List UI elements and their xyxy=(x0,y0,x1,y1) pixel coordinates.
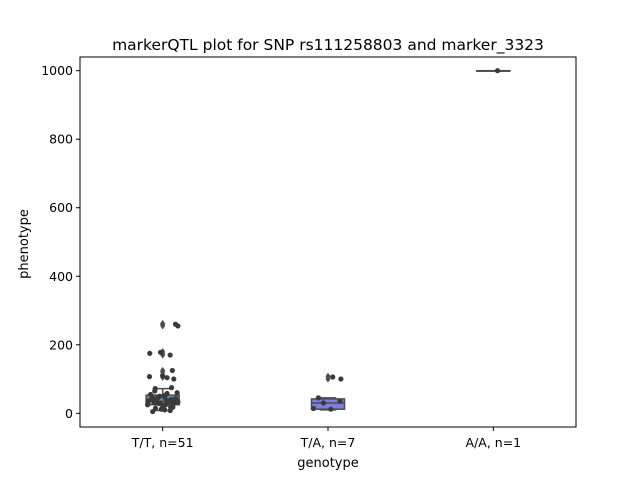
y-tick-label: 800 xyxy=(49,132,73,147)
data-point xyxy=(172,321,179,327)
x-tick-label: T/T, n=51 xyxy=(131,435,194,450)
chart-title: markerQTL plot for SNP rs111258803 and m… xyxy=(112,36,544,55)
data-point xyxy=(330,374,336,380)
x-tick-label: T/A, n=7 xyxy=(300,435,356,450)
data-point xyxy=(157,349,164,355)
data-point xyxy=(320,400,327,406)
y-tick-label: 0 xyxy=(65,406,73,421)
box-group xyxy=(310,372,346,412)
data-point xyxy=(168,396,174,403)
data-point xyxy=(152,405,159,411)
y-axis-title: phenotype xyxy=(17,209,32,279)
data-point xyxy=(157,400,163,406)
data-point xyxy=(168,404,174,410)
data-point xyxy=(147,391,154,398)
data-point xyxy=(164,390,170,397)
data-point xyxy=(157,393,163,399)
data-point xyxy=(169,367,175,374)
data-point xyxy=(152,386,158,392)
x-tick-label: A/A, n=1 xyxy=(466,435,522,450)
data-point xyxy=(147,350,153,356)
x-axis-title: genotype xyxy=(297,456,358,471)
y-tick-label: 600 xyxy=(49,200,73,215)
data-point xyxy=(328,406,334,412)
box-group xyxy=(144,319,181,415)
outlier-marker xyxy=(325,372,331,380)
plot-area xyxy=(144,68,511,415)
data-point xyxy=(494,68,501,74)
data-point xyxy=(164,375,170,381)
data-point xyxy=(310,405,317,412)
data-point xyxy=(173,395,179,402)
data-point xyxy=(171,376,177,382)
data-point xyxy=(168,385,175,391)
data-point xyxy=(167,352,173,358)
y-tick-label: 200 xyxy=(49,337,73,352)
y-tick-label: 400 xyxy=(49,269,73,284)
box xyxy=(310,398,346,410)
box-group xyxy=(476,68,511,74)
data-point xyxy=(338,376,344,382)
data-point xyxy=(337,398,343,404)
x-axis: T/T, n=51 T/A, n=7 A/A, n=1 xyxy=(131,427,521,450)
outlier-marker xyxy=(160,319,166,328)
data-point xyxy=(160,373,166,379)
data-point xyxy=(150,408,156,415)
outlier-marker xyxy=(160,366,166,375)
data-point xyxy=(315,395,321,401)
data-point xyxy=(146,374,153,380)
plot-frame xyxy=(79,56,577,428)
y-tick-label: 1000 xyxy=(41,63,73,78)
y-axis: 0 200 400 600 800 1000 xyxy=(41,63,80,421)
data-point xyxy=(174,390,180,396)
